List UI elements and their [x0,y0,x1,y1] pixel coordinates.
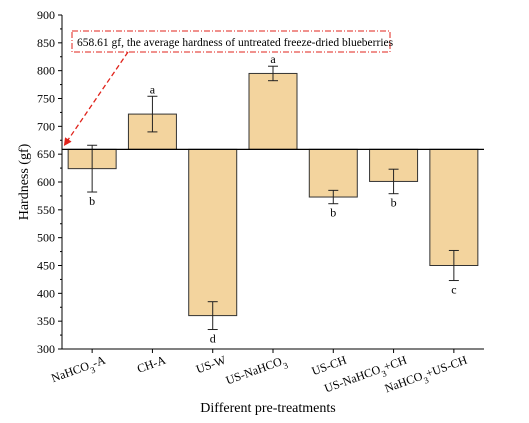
annotation-arrow [63,51,129,147]
bar [248,72,298,150]
y-tick-label: 550 [37,203,55,217]
y-tick-label: 750 [37,92,55,106]
y-tick-label: 900 [37,8,55,22]
y-tick-label: 600 [37,175,55,189]
significance-letter: b [391,196,397,210]
y-tick-label: 350 [37,314,55,328]
svg-text:NaHCO3-A: NaHCO3-A [49,353,109,389]
significance-letter: a [270,52,276,66]
x-axis-label: Different pre-treatments [200,401,335,416]
y-tick-label: 700 [37,119,55,133]
x-tick-label: US-W [194,352,228,376]
x-tick-label: CH-A [135,353,168,376]
y-tick-label: 650 [37,147,55,161]
significance-letter: b [330,206,336,220]
bar [308,148,358,198]
significance-letter: b [89,194,95,208]
svg-text:US-W: US-W [194,352,228,376]
x-tick-label: NaHCO3-A [49,353,109,389]
svg-text:US-NaHCO3: US-NaHCO3 [224,352,290,391]
svg-text:CH-A: CH-A [135,353,168,376]
significance-letter: a [150,82,156,96]
y-tick-label: 300 [37,342,55,356]
bar [429,148,479,266]
y-tick-label: 400 [37,286,55,300]
y-tick-label: 450 [37,259,55,273]
significance-letter: c [451,283,456,297]
significance-letter: d [210,332,216,346]
annotation-box [71,30,391,53]
x-tick-label: US-NaHCO3 [224,352,290,391]
y-tick-label: 500 [37,231,55,245]
annotation-text: 658.61 gf, the average hardness of untre… [77,37,394,49]
y-tick-label: 850 [37,36,55,50]
y-axis-label: Hardness (gf) [17,143,32,220]
bar [188,148,238,317]
y-tick-label: 800 [37,64,55,78]
